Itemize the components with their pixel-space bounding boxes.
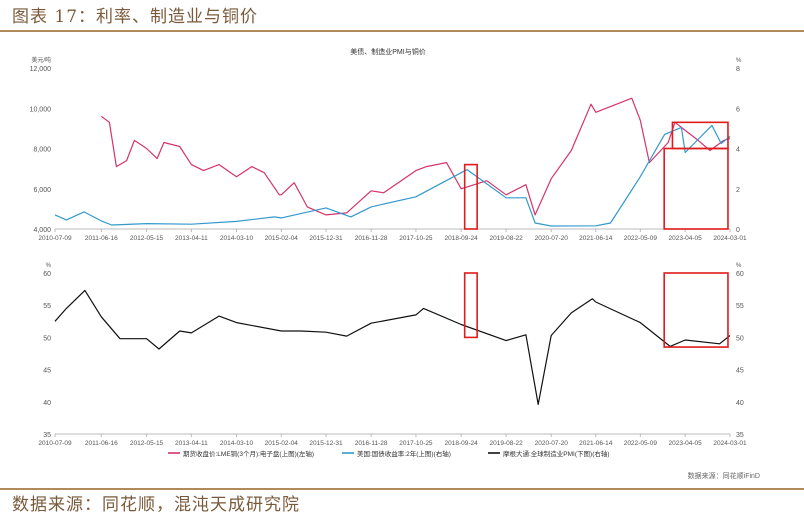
top-x-tick-label: 2014-03-10 xyxy=(220,235,254,242)
top-right-tick: 6 xyxy=(736,106,740,113)
bottom-left-tick: 40 xyxy=(43,400,51,407)
series-line-2 xyxy=(54,289,731,405)
bottom-x-tick-label: 2011-06-16 xyxy=(85,440,118,447)
bottom-x-tick-label: 2024-03-01 xyxy=(713,440,747,447)
highlight-box-3 xyxy=(663,147,729,230)
source-divider xyxy=(0,488,804,490)
series-line-0 xyxy=(100,97,731,216)
top-x-tick-label: 2023-04-05 xyxy=(669,235,703,242)
bottom-right-tick: 35 xyxy=(736,432,744,439)
bottom-x-tick-label: 2015-02-04 xyxy=(265,440,299,447)
figure-source: 数据来源：同花顺，混沌天成研究院 xyxy=(12,495,300,515)
bottom-left-unit: % xyxy=(46,263,52,269)
chart-title: 美债、制造业PMI与铜价 xyxy=(350,47,425,56)
bottom-x-tick-label: 2013-04-11 xyxy=(175,440,208,447)
bottom-right-tick: 40 xyxy=(736,400,744,407)
figure-title: 图表 17：利率、制造业与铜价 xyxy=(12,7,259,27)
legend-item: 美国:国债收益率:2年(上图)(右轴) xyxy=(342,449,451,458)
legend-item: 期货收盘价:LME铜(3个月):电子盘(上图)(左轴) xyxy=(168,449,314,458)
bottom-x-tick-label: 2020-07-20 xyxy=(535,440,569,447)
bottom-left-tick: 55 xyxy=(43,303,51,310)
bottom-x-tick-label: 2010-07-09 xyxy=(38,440,72,447)
top-x-tick-label: 2017-10-25 xyxy=(399,235,433,242)
bottom-panel: 35 35 40 40 45 45 50 50 55 55 60 60% % 2010-07-09 2011… xyxy=(38,263,747,447)
highlight-box-4 xyxy=(663,272,729,348)
bottom-right-tick: 55 xyxy=(736,303,744,310)
bottom-x-tick-label: 2023-04-05 xyxy=(669,440,703,447)
bottom-right-tick: 50 xyxy=(736,335,744,342)
bottom-x-tick-label: 2022-05-09 xyxy=(624,440,658,447)
bottom-x-tick-label: 2021-06-14 xyxy=(579,440,613,447)
bottom-x-tick-label: 2018-09-24 xyxy=(445,440,479,447)
top-x-tick-label: 2022-05-09 xyxy=(624,235,658,242)
legend-label: 美国:国债收益率:2年(上图)(右轴) xyxy=(357,449,451,458)
top-x-tick-label: 2015-12-31 xyxy=(309,235,343,242)
bottom-left-tick: 35 xyxy=(43,432,51,439)
bottom-left-tick: 60 xyxy=(43,271,51,278)
bottom-x-tick-label: 2017-10-25 xyxy=(399,440,433,447)
highlight-box-0 xyxy=(463,163,478,230)
top-left-tick: 10,000 xyxy=(30,106,52,113)
top-x-tick-label: 2013-04-11 xyxy=(175,235,208,242)
top-right-unit: % xyxy=(736,58,742,64)
highlight-box-1 xyxy=(463,272,478,339)
top-x-tick-label: 2016-11-28 xyxy=(355,235,388,242)
chart-data-source: 数据来源：同花顺iFinD xyxy=(688,471,760,480)
top-left-unit: 美元/吨 xyxy=(31,56,51,64)
bottom-x-tick-label: 2012-05-15 xyxy=(130,440,164,447)
bottom-x-tick-label: 2016-11-28 xyxy=(355,440,388,447)
top-x-tick-label: 2011-06-16 xyxy=(85,235,118,242)
top-right-tick: 2 xyxy=(736,187,740,194)
bottom-x-tick-label: 2015-12-31 xyxy=(309,440,343,447)
series-line-1 xyxy=(54,124,731,227)
top-x-tick-label: 2012-05-15 xyxy=(130,235,164,242)
top-x-tick-label: 2021-06-14 xyxy=(579,235,613,242)
bottom-x-tick-label: 2019-08-22 xyxy=(490,440,524,447)
top-x-tick-label: 2018-09-24 xyxy=(445,235,479,242)
bottom-right-unit: % xyxy=(736,263,742,269)
top-x-tick-label: 2024-03-01 xyxy=(713,235,747,242)
bottom-right-tick: 45 xyxy=(736,368,744,375)
top-x-tick-label: 2010-07-09 xyxy=(38,235,72,242)
legend-label: 摩根大通:全球制造业PMI(下图)(右轴) xyxy=(503,449,610,458)
bottom-left-tick: 50 xyxy=(43,335,51,342)
bottom-left-tick: 45 xyxy=(43,368,51,375)
top-left-tick: 4,000 xyxy=(33,227,51,234)
legend: 期货收盘价:LME铜(3个月):电子盘(上图)(左轴) 美国:国债收益率:2年(上… xyxy=(168,449,610,458)
title-divider xyxy=(0,30,804,32)
top-x-tick-label: 2020-07-20 xyxy=(535,235,569,242)
legend-item: 摩根大通:全球制造业PMI(下图)(右轴) xyxy=(488,449,610,458)
top-right-tick: 8 xyxy=(736,66,740,73)
top-left-tick: 6,000 xyxy=(33,187,51,194)
top-right-tick: 4 xyxy=(736,147,740,154)
legend-label: 期货收盘价:LME铜(3个月):电子盘(上图)(左轴) xyxy=(183,449,314,458)
chart-svg: 美债、制造业PMI与铜价 4,000 6,000 8,000 10,000 12,000… xyxy=(30,47,760,480)
bottom-x-tick-label: 2014-03-10 xyxy=(220,440,254,447)
top-left-tick: 12,000 xyxy=(30,66,52,73)
bottom-right-tick: 60 xyxy=(736,271,744,278)
top-x-tick-label: 2015-02-04 xyxy=(265,235,299,242)
top-right-tick: 0 xyxy=(736,227,740,234)
top-x-tick-label: 2019-08-22 xyxy=(490,235,524,242)
top-left-tick: 8,000 xyxy=(33,147,51,154)
top-panel: 4,000 6,000 8,000 10,000 12,000 0 2 4 6 8 美元/吨 % 201… xyxy=(30,56,747,242)
